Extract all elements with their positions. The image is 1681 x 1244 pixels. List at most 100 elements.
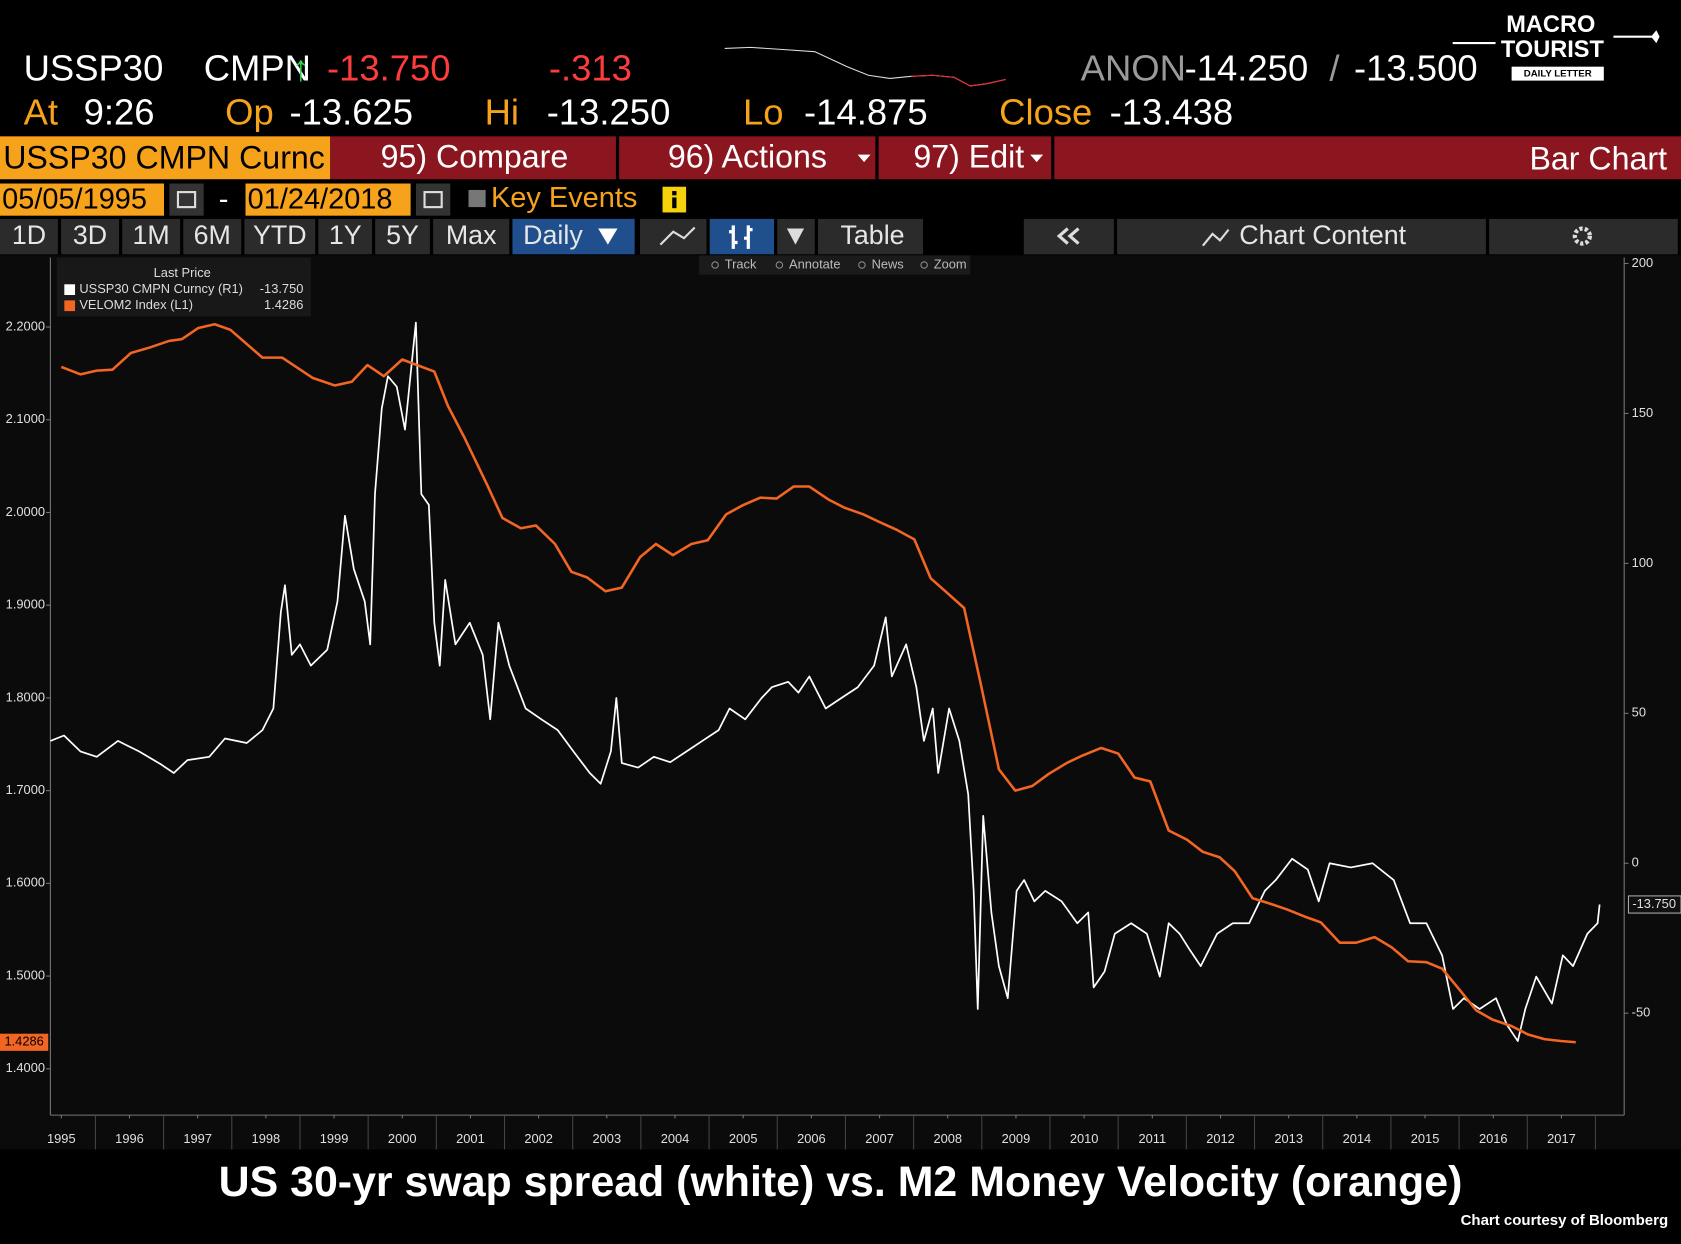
actions-button[interactable]: 96) Actions <box>668 138 827 174</box>
period-tab[interactable] <box>183 218 242 255</box>
table-button[interactable] <box>817 218 924 255</box>
y2-tick-label: 50 <box>1632 705 1646 720</box>
x-tick-label: 2006 <box>797 1131 826 1146</box>
legend-label: USSP30 CMPN Curncy (R1) <box>79 281 243 296</box>
open-label: Op <box>225 92 274 133</box>
x-tick-label: 2000 <box>388 1131 417 1146</box>
x-tick-label: 1995 <box>47 1131 76 1146</box>
period-label[interactable]: 5Y <box>386 220 419 250</box>
x-tick-label: 1996 <box>115 1131 144 1146</box>
period-label[interactable]: 1D <box>12 220 46 250</box>
up-arrow: ↑ <box>292 48 310 89</box>
y2-tick-label: -50 <box>1632 1005 1651 1020</box>
calendar-button[interactable] <box>169 183 204 216</box>
x-tick-label: 2011 <box>1138 1131 1166 1146</box>
date-field[interactable] <box>0 183 165 216</box>
legend-value: -13.750 <box>260 281 304 296</box>
high: -13.250 <box>547 92 671 133</box>
dropdown-arrow <box>786 228 805 245</box>
x-tick-label: 2005 <box>729 1131 758 1146</box>
chart-content[interactable]: Chart Content <box>1239 220 1406 250</box>
chart-title: US 30-yr swap spread (white) vs. M2 Mone… <box>219 1158 1463 1206</box>
period-tab[interactable] <box>244 218 316 255</box>
x-tick-label: 2009 <box>1002 1131 1031 1146</box>
dropdown-arrow <box>857 154 871 163</box>
table[interactable]: Table <box>841 220 905 250</box>
period-tab[interactable] <box>375 218 430 255</box>
time-label: At <box>24 92 58 133</box>
period-label[interactable]: 6M <box>194 220 231 250</box>
period-label[interactable]: 3D <box>73 220 107 250</box>
y-tick-label: 2.0000 <box>6 504 45 519</box>
legend-value: 1.4286 <box>264 297 303 312</box>
y2-tick-label: 0 <box>1632 855 1639 870</box>
bar-icon-button[interactable] <box>709 218 775 255</box>
logo-arrow <box>1650 30 1660 44</box>
chart-tools <box>698 255 971 275</box>
security-field[interactable] <box>0 136 331 180</box>
tool-icon <box>920 261 928 269</box>
source: CMPN <box>204 48 311 89</box>
plot: 1.4000 1.5000 1.6000 1.7000 1.8000 1.9000 2.00… <box>6 255 1653 1150</box>
date-field[interactable] <box>245 183 411 216</box>
period-tab[interactable] <box>122 218 181 255</box>
x-tick-label: 2002 <box>524 1131 553 1146</box>
y-tick-label: 1.6000 <box>6 875 45 890</box>
tool-label[interactable]: Annotate <box>789 256 840 271</box>
chart-type[interactable]: Bar Chart <box>1529 141 1667 177</box>
key-events[interactable]: Key Events <box>491 182 637 214</box>
period-label[interactable]: 1M <box>133 220 170 250</box>
time: 9:26 <box>84 92 155 133</box>
line-icon <box>659 226 696 246</box>
tool-label[interactable]: News <box>872 256 904 271</box>
line-icon-button[interactable] <box>640 218 707 255</box>
security[interactable]: USSP30 CMPN Curnc <box>3 139 325 175</box>
credit: Chart courtesy of Bloomberg <box>1461 1212 1669 1229</box>
end-date[interactable]: 01/24/2018 <box>248 183 393 215</box>
quote-source: ANON <box>1081 48 1186 89</box>
x-tick-label: 2001 <box>456 1131 485 1146</box>
open: -13.625 <box>289 92 413 133</box>
y2-tick-label: 150 <box>1632 405 1653 420</box>
dropdown-arrow <box>1030 154 1044 163</box>
calendar-button[interactable] <box>415 183 451 216</box>
period-tab[interactable] <box>61 218 119 255</box>
tool-icon <box>711 261 719 269</box>
settings-button[interactable] <box>1489 218 1678 255</box>
period-tab[interactable] <box>0 218 58 255</box>
last-value-tag <box>1627 895 1681 914</box>
frequency-button[interactable] <box>512 218 635 255</box>
bar-icon <box>729 225 753 249</box>
tool-label[interactable]: Zoom <box>934 256 967 271</box>
legend-swatch <box>64 284 76 296</box>
period-tab[interactable] <box>433 218 510 255</box>
x-tick-label: 1999 <box>320 1131 349 1146</box>
tool-label[interactable]: Track <box>725 256 757 271</box>
start-date[interactable]: 05/05/1995 <box>2 183 147 215</box>
period-label[interactable]: YTD <box>253 220 307 250</box>
series-line <box>50 321 1601 1042</box>
period-label[interactable]: 1Y <box>329 220 362 250</box>
high-label: Hi <box>485 92 519 133</box>
x-tick-label: 2016 <box>1479 1131 1508 1146</box>
x-tick-label: 2007 <box>865 1131 894 1146</box>
date-separator: - <box>219 183 229 215</box>
period-tabs: 1D 3D 1M 6M YTD 1Y 5Y Max <box>0 218 510 255</box>
checkbox[interactable] <box>468 189 486 208</box>
x-tick-label: 2017 <box>1547 1131 1576 1146</box>
period-label[interactable]: Max <box>446 220 497 250</box>
compare-button[interactable]: 95) Compare <box>381 138 569 174</box>
frequency[interactable]: Daily <box>523 220 583 250</box>
logo-band <box>1511 66 1604 81</box>
chart-content-button[interactable] <box>1117 218 1486 255</box>
logo: MACRO TOURIST DAILY LETTER <box>1452 11 1660 81</box>
period-tab[interactable] <box>318 218 373 255</box>
edit-button[interactable]: 97) Edit <box>913 138 1024 174</box>
logo-text: TOURIST <box>1501 36 1605 62</box>
x-tick-label: 2008 <box>933 1131 962 1146</box>
low: -14.875 <box>804 92 928 133</box>
chart-area <box>0 255 1681 1150</box>
calendar-icon <box>423 191 443 209</box>
